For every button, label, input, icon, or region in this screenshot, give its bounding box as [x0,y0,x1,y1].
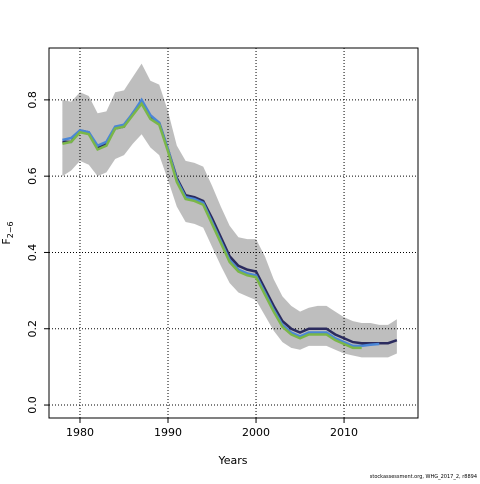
footnote: stockassessment.org, WHG_2017_2, r8894 [370,474,477,480]
y-tick-label: 0.4 [26,244,39,262]
y-axis-label: F2−6 [0,221,15,244]
plot-frame [48,47,419,419]
y-tick-label: 0.6 [26,167,39,185]
x-tick-label: 1980 [66,426,94,439]
x-tick-label: 2010 [330,426,358,439]
y-tick-label: 0.0 [26,396,39,414]
x-axis-label: Years [217,454,247,467]
y-label-sub: 2−6 [6,221,15,238]
confidence-band [62,63,397,358]
y-tick-label: 0.8 [26,91,39,109]
series-line [62,101,362,350]
x-tick-label: 2000 [242,426,270,439]
x-tick-label: 1990 [154,426,182,439]
y-label-main: F [0,238,13,244]
y-tick-label: 0.2 [26,320,39,338]
